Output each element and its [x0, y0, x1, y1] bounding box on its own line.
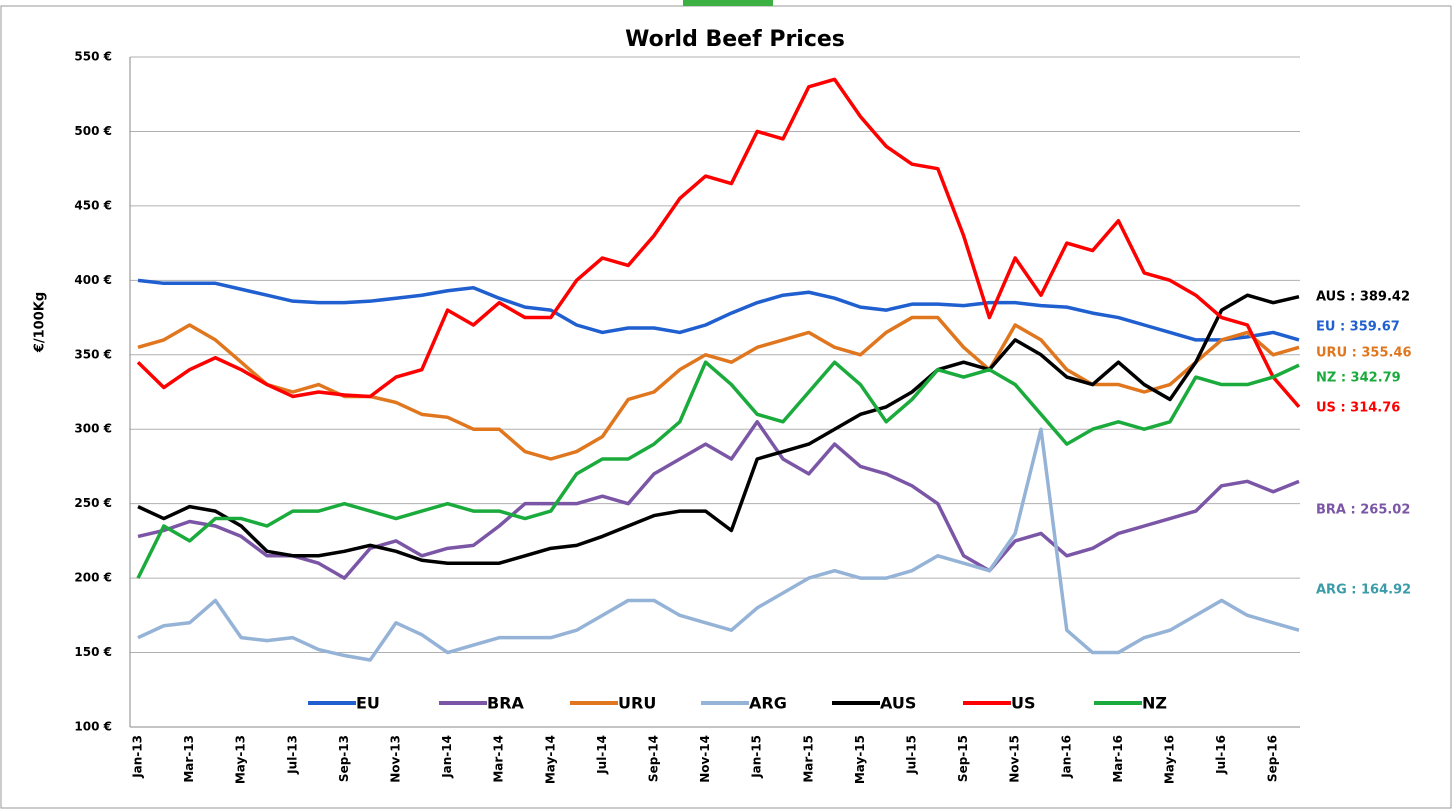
frame [0, 5, 1452, 809]
y-tick-label: 100 € [74, 720, 112, 734]
legend-label: US [1011, 694, 1036, 713]
y-tick-label: 300 € [74, 422, 112, 436]
chart-title: World Beef Prices [625, 27, 845, 52]
end-label: ARG : 164.92 [1316, 583, 1411, 598]
x-tick-label: Sep-15 [956, 735, 970, 782]
y-tick-label: 400 € [74, 273, 112, 287]
series-line [137, 427, 1300, 662]
y-tick-label: 350 € [74, 347, 112, 361]
end-label: URU : 355.46 [1316, 346, 1412, 361]
legend-label: AUS [880, 694, 916, 713]
legend-label: BRA [487, 694, 525, 713]
x-tick-label: Sep-13 [337, 735, 351, 782]
end-label: NZ : 342.79 [1316, 371, 1401, 386]
y-tick-label: 450 € [74, 198, 112, 212]
end-label: EU : 359.67 [1316, 320, 1400, 335]
x-tick-label: May-14 [543, 735, 557, 784]
legend-label: EU [356, 694, 380, 713]
x-tick-label: Jan-15 [750, 735, 764, 779]
x-tick-label: Jul-13 [285, 735, 299, 775]
tab [683, 0, 773, 6]
x-tick-label: Jan-13 [131, 735, 145, 779]
series-line [137, 293, 1300, 565]
x-tick-label: Mar-14 [492, 735, 506, 783]
x-tick-label: Sep-16 [1266, 735, 1280, 782]
x-tick-label: Jul-16 [1214, 735, 1228, 775]
y-tick-label: 500 € [74, 124, 112, 138]
x-tick-label: May-15 [853, 735, 867, 784]
y-tick-label: 250 € [74, 496, 112, 510]
x-tick-label: Jan-14 [440, 735, 454, 779]
x-tick-label: May-13 [234, 735, 248, 784]
end-label: AUS : 389.42 [1316, 290, 1410, 305]
legend-label: NZ [1142, 694, 1167, 713]
x-tick-label: Mar-15 [801, 735, 815, 783]
x-tick-label: Nov-13 [389, 735, 403, 783]
x-tick-label: May-16 [1163, 735, 1177, 784]
legend-label: ARG [749, 694, 787, 713]
series-line [137, 315, 1300, 461]
x-tick-label: Jul-14 [595, 735, 609, 775]
y-axis-label: €/100Kg [33, 292, 48, 353]
legend-label: URU [618, 694, 656, 713]
series-line [137, 420, 1300, 580]
x-tick-label: Sep-14 [647, 735, 661, 782]
x-tick-label: Mar-13 [182, 735, 196, 783]
series-line [137, 278, 1300, 342]
y-tick-label: 550 € [74, 50, 112, 64]
series-line [136, 77, 1301, 409]
y-tick-label: 150 € [74, 645, 112, 659]
x-tick-label: Nov-14 [698, 735, 712, 783]
series-line [136, 360, 1300, 579]
x-tick-label: Mar-16 [1111, 735, 1125, 783]
end-label: BRA : 265.02 [1316, 503, 1410, 518]
end-label: US : 314.76 [1316, 401, 1400, 416]
y-tick-label: 200 € [74, 571, 112, 585]
x-tick-label: Nov-15 [1008, 735, 1022, 783]
x-tick-label: Jan-16 [1059, 735, 1073, 779]
x-tick-label: Jul-15 [905, 735, 919, 775]
